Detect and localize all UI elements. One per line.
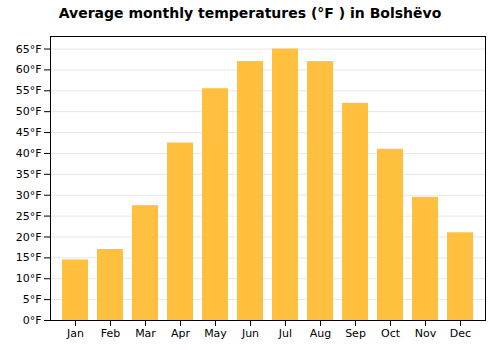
svg-text:15°F: 15°F — [16, 251, 42, 264]
html-text:Average monthly temperatures (: Average monthly temperatures (°F ) in Bo… — [58, 5, 442, 21]
svg-text:45°F: 45°F — [16, 126, 42, 139]
svg-text:40°F: 40°F — [16, 147, 42, 160]
svg-text:Feb: Feb — [101, 327, 120, 340]
svg-text:30°F: 30°F — [16, 189, 42, 202]
svg-text:Jul: Jul — [278, 327, 292, 340]
svg-text:10°F: 10°F — [16, 272, 42, 285]
svg-text:Aug: Aug — [310, 327, 331, 340]
svg-text:20°F: 20°F — [16, 230, 42, 243]
svg-text:May: May — [204, 327, 227, 340]
svg-text:5°F: 5°F — [23, 293, 42, 306]
svg-text:50°F: 50°F — [16, 105, 42, 118]
svg-text:35°F: 35°F — [16, 168, 42, 181]
svg-text:Jan: Jan — [66, 327, 84, 340]
svg-text:Sep: Sep — [345, 327, 366, 340]
svg-text:Jun: Jun — [241, 327, 259, 340]
svg-text:Oct: Oct — [381, 327, 401, 340]
svg-text:0°F: 0°F — [23, 314, 42, 327]
svg-text:25°F: 25°F — [16, 210, 42, 223]
svg-text:Mar: Mar — [135, 327, 156, 340]
svg-text:Dec: Dec — [450, 327, 471, 340]
svg-text:55°F: 55°F — [16, 84, 42, 97]
svg-text:Nov: Nov — [415, 327, 437, 340]
svg-text:65°F: 65°F — [16, 43, 42, 56]
svg-text:60°F: 60°F — [16, 63, 42, 76]
svg-text:Apr: Apr — [171, 327, 191, 340]
